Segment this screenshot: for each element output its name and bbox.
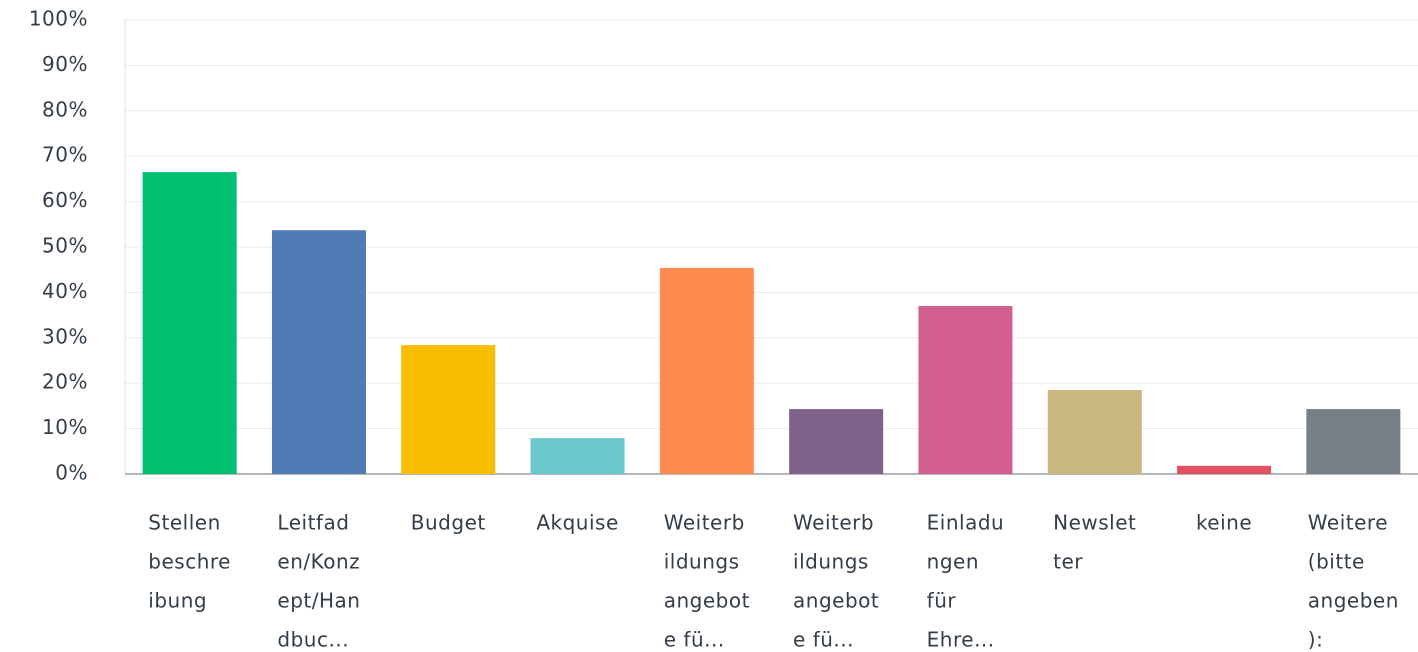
x-tick-label: Akquise [536,511,618,535]
x-tick-label-line: ter [1053,550,1083,574]
x-tick-label-line: Weiterb [664,511,745,535]
y-tick-label: 0% [55,461,88,485]
x-tick-label: Budget [411,511,486,535]
y-tick-label: 20% [42,370,88,394]
x-tick-label-line: keine [1196,511,1252,535]
x-tick-label-line: ): [1308,628,1324,652]
y-tick-label: 70% [42,143,88,167]
x-tick-label-line: für [927,589,957,613]
y-tick-label: 30% [42,324,88,348]
x-tick-label-line: ibung [148,589,207,613]
x-tick-label-line: ngen [927,550,979,574]
x-tick-label-line: Akquise [536,511,618,535]
x-tick-label-line: Stellen [148,511,220,535]
x-tick-label-line: Leitfad [277,511,349,535]
x-tick-label-line: en/Konz [277,550,360,574]
y-tick-label: 90% [42,52,88,76]
x-tick-label-line: e fü... [664,628,725,652]
x-tick-label: Weiterb ildungs angebot e fü... [793,511,879,652]
bar [530,438,625,474]
x-tick-label-line: Weitere [1308,511,1388,535]
x-tick-label: Einladu ngen für Ehre... [927,511,1005,652]
x-tick-label: Weiterb ildungs angebot e fü... [664,511,750,652]
y-tick-label: 60% [42,188,88,212]
bar [1306,409,1401,474]
x-tick-label-line: angebot [793,589,879,613]
x-tick-label: Leitfad en/Konz ept/Han dbuc... [277,511,360,652]
bar [271,230,366,474]
y-tick-label: 40% [42,279,88,303]
x-tick-label: Weitere (bitte angeben): [1308,511,1399,652]
bar [659,267,754,474]
bar [918,306,1013,474]
x-tick-label-line: Weiterb [793,511,874,535]
x-tick-label-line: e fü... [793,628,854,652]
y-tick-label: 50% [42,234,88,258]
y-tick-label: 100% [29,7,88,31]
y-tick-label: 80% [42,97,88,121]
bar [1047,390,1142,474]
x-tick-label-line: dbuc... [277,628,349,652]
bar [789,409,884,474]
bar [142,172,237,474]
x-tick-label-line: ildungs [664,550,740,574]
x-tick-label-line: Einladu [927,511,1005,535]
x-tick-label-line: Ehre... [927,628,995,652]
x-tick-label-line: angebot [664,589,750,613]
x-tick-label: Newslet ter [1053,511,1136,574]
x-tick-label-line: ept/Han [277,589,360,613]
bar [1177,465,1272,474]
x-tick-label: Stellen beschre ibung [148,511,231,613]
x-tick-label-line: Budget [411,511,486,535]
x-tick-label-line: Newslet [1053,511,1136,535]
bar [401,345,496,474]
x-tick-label-line: angeben [1308,589,1399,613]
x-tick-label: keine [1196,511,1252,535]
x-tick-label-line: ildungs [793,550,869,574]
x-tick-label-line: (bitte [1308,550,1365,574]
y-tick-label: 10% [42,415,88,439]
x-tick-label-line: beschre [148,550,231,574]
